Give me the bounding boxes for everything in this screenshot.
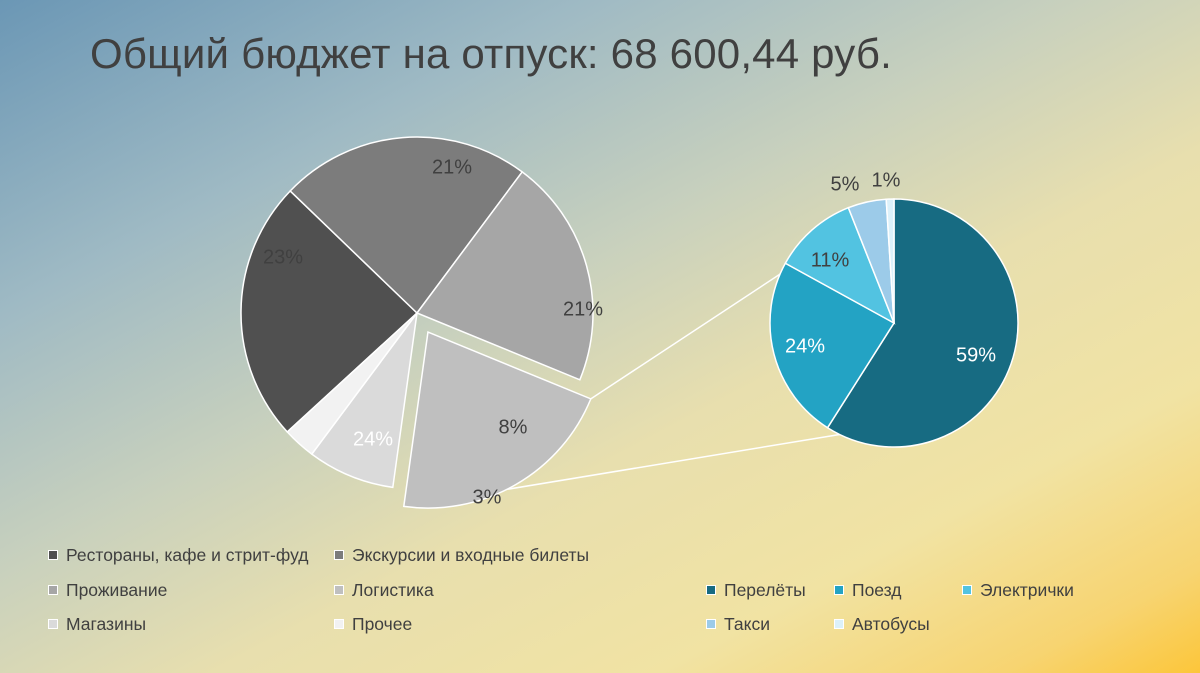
breakdown-slice-label-5: 1% <box>872 169 901 191</box>
legend-label: Рестораны, кафе и стрит-фуд <box>66 544 309 565</box>
main-slice-6 <box>286 312 418 456</box>
breakdown-slice-label-3: 11% <box>811 249 850 271</box>
breakdown-pie <box>769 198 1019 448</box>
legend-swatch <box>48 619 58 629</box>
legend-label: Экскурсии и входные билеты <box>352 544 590 565</box>
breakdown-legend-item-1: Перелёты <box>706 580 806 600</box>
main-pie-labels: 24% 23% 21% 21% 8% 3% <box>263 156 603 508</box>
breakdown-slice-label-1: 59% <box>956 344 996 366</box>
legend-swatch <box>706 585 716 595</box>
breakdown-legend-item-2: Поезд <box>834 580 902 600</box>
main-slice-label-2: 23% <box>263 246 303 268</box>
legend-label: Проживание <box>66 579 168 600</box>
main-slice-label-1: 24% <box>353 428 393 450</box>
main-legend-item-2: Экскурсии и входные билеты <box>334 545 589 565</box>
main-slice-2 <box>289 136 524 315</box>
main-legend-item-6: Прочее <box>334 614 412 634</box>
breakdown-slice-3 <box>784 206 896 325</box>
breakdown-slice-5 <box>885 198 895 324</box>
legend-label: Магазины <box>66 613 147 634</box>
breakdown-slice-label-2: 24% <box>785 335 825 357</box>
main-slice-3 <box>415 170 594 381</box>
legend-swatch <box>334 585 344 595</box>
legend-swatch <box>706 619 716 629</box>
main-legend-item-4: Логистика <box>334 580 434 600</box>
breakdown-slice-1 <box>826 198 1019 448</box>
chart-title: Общий бюджет на отпуск: 68 600,44 руб. <box>90 30 893 77</box>
legend-label: Автобусы <box>852 613 930 634</box>
legend-label: Поезд <box>852 579 902 600</box>
breakdown-pie-labels: 59% 24% 11% 5% 1% <box>785 169 996 366</box>
legend-label: Перелёты <box>724 579 806 600</box>
legend-label: Прочее <box>352 613 413 634</box>
legend-swatch <box>48 550 58 560</box>
main-slice-label-6: 3% <box>473 486 502 508</box>
legend-label: Логистика <box>352 579 434 600</box>
main-slice-5 <box>310 312 418 489</box>
main-legend-item-1: Рестораны, кафе и стрит-фуд <box>48 545 308 565</box>
legend-label: Электрички <box>980 579 1074 600</box>
main-slice-1 <box>240 189 419 433</box>
breakdown-legend-item-4: Такси <box>706 614 770 634</box>
breakdown-legend-item-5: Автобусы <box>834 614 930 634</box>
breakdown-slice-label-4: 5% <box>831 173 860 195</box>
legend-label: Такси <box>724 613 771 634</box>
main-legend-item-3: Проживание <box>48 580 167 600</box>
breakdown-legend-item-3: Электрички <box>962 580 1074 600</box>
legend-swatch <box>48 585 58 595</box>
main-slice-label-5: 8% <box>499 416 528 438</box>
breakdown-slice-2 <box>769 262 896 429</box>
legend-swatch <box>962 585 972 595</box>
main-legend-item-5: Магазины <box>48 614 146 634</box>
main-pie <box>240 136 594 509</box>
legend-swatch <box>834 619 844 629</box>
legend-swatch <box>334 619 344 629</box>
main-slice-4 <box>402 331 592 509</box>
legend-swatch <box>334 550 344 560</box>
main-slice-label-3: 21% <box>432 156 472 178</box>
legend-swatch <box>834 585 844 595</box>
main-slice-label-4: 21% <box>563 298 603 320</box>
